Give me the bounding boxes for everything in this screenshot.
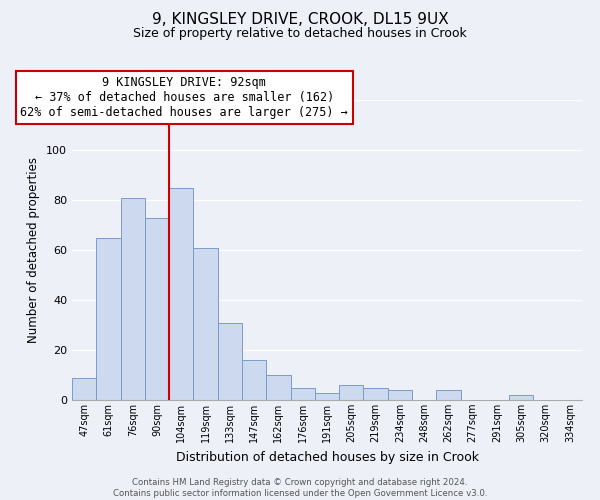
Bar [218, 322, 242, 400]
Bar [96, 238, 121, 400]
Bar [72, 378, 96, 400]
Bar [145, 218, 169, 400]
Bar [509, 395, 533, 400]
Text: Size of property relative to detached houses in Crook: Size of property relative to detached ho… [133, 28, 467, 40]
Bar [388, 390, 412, 400]
Bar [242, 360, 266, 400]
Bar [169, 188, 193, 400]
Bar [193, 248, 218, 400]
Text: 9, KINGSLEY DRIVE, CROOK, DL15 9UX: 9, KINGSLEY DRIVE, CROOK, DL15 9UX [152, 12, 448, 28]
Bar [364, 388, 388, 400]
Y-axis label: Number of detached properties: Number of detached properties [28, 157, 40, 343]
Bar [121, 198, 145, 400]
Bar [290, 388, 315, 400]
Bar [339, 385, 364, 400]
Bar [315, 392, 339, 400]
Bar [266, 375, 290, 400]
Text: 9 KINGSLEY DRIVE: 92sqm
← 37% of detached houses are smaller (162)
62% of semi-d: 9 KINGSLEY DRIVE: 92sqm ← 37% of detache… [20, 76, 348, 119]
Bar [436, 390, 461, 400]
Text: Contains HM Land Registry data © Crown copyright and database right 2024.
Contai: Contains HM Land Registry data © Crown c… [113, 478, 487, 498]
X-axis label: Distribution of detached houses by size in Crook: Distribution of detached houses by size … [176, 450, 479, 464]
